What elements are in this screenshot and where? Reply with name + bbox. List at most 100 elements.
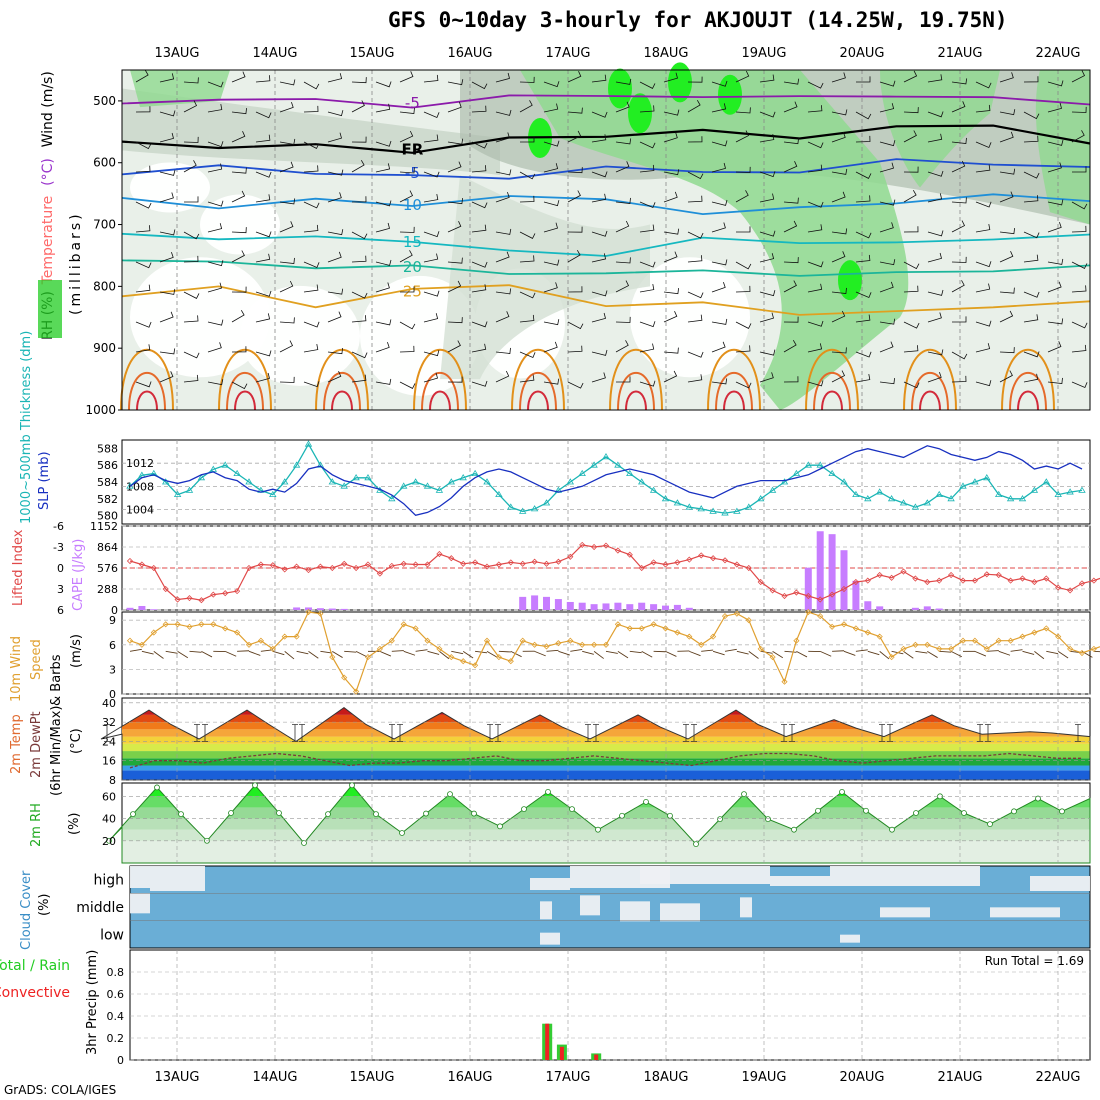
lifted-axis-label: Lifted Index bbox=[11, 529, 26, 606]
wind-speed-point bbox=[424, 637, 431, 644]
lifted-index-point bbox=[483, 563, 491, 570]
lifted-index-point bbox=[519, 560, 526, 567]
wind-speed-point bbox=[710, 633, 717, 640]
wind-barb bbox=[903, 107, 919, 114]
wind-speed-point bbox=[912, 641, 919, 648]
lifted-index-point bbox=[686, 556, 693, 563]
wind-barb bbox=[1047, 258, 1064, 265]
temp-tick-label: 16 bbox=[102, 755, 116, 768]
wind-barb bbox=[687, 76, 703, 83]
rh-tick-label: 40 bbox=[102, 813, 116, 826]
cloud-clear-patch bbox=[880, 907, 930, 918]
wind-barb bbox=[759, 290, 776, 297]
credit-label: GrADS: COLA/IGES bbox=[4, 1083, 117, 1097]
wind-barb bbox=[351, 255, 367, 263]
lifted-index-point bbox=[138, 561, 145, 568]
wind-barb bbox=[663, 288, 679, 295]
minmax-errorbar bbox=[202, 724, 208, 742]
thickness-point bbox=[518, 507, 527, 514]
wind-barb bbox=[567, 71, 582, 83]
lifted-index-point bbox=[460, 560, 467, 567]
thickness-point bbox=[352, 474, 360, 481]
thickness-point bbox=[828, 469, 836, 476]
wind-barb bbox=[207, 342, 222, 353]
temp-band bbox=[122, 729, 1090, 737]
wind-speed-point bbox=[245, 641, 253, 648]
lifted-ylabel: Lifted Index bbox=[11, 529, 26, 606]
wind-barb bbox=[856, 76, 871, 83]
wind-barb bbox=[735, 285, 751, 293]
wind-speed-point bbox=[1019, 633, 1026, 640]
wind-speed-point bbox=[614, 621, 621, 628]
isotherm-warm-contour bbox=[226, 371, 264, 411]
wind-barb bbox=[687, 351, 704, 358]
chart-title: GFS 0~10day 3-hourly for AKJOUJT (14.25W… bbox=[388, 8, 1008, 32]
thickness-point bbox=[983, 474, 991, 481]
wind-barb bbox=[591, 230, 608, 237]
lifted-index-point bbox=[198, 597, 205, 604]
thickness-point bbox=[637, 478, 646, 485]
wind-barb bbox=[615, 78, 632, 85]
lifted-index-point bbox=[995, 571, 1002, 579]
wind-barb bbox=[423, 194, 439, 203]
lifted-index-point bbox=[305, 567, 312, 574]
wind-barb bbox=[687, 171, 704, 180]
wind-barb bbox=[1047, 162, 1062, 173]
wind-barb bbox=[999, 251, 1014, 263]
wind-barb bbox=[783, 339, 797, 353]
thickness-point bbox=[1006, 495, 1015, 502]
wind-barb bbox=[231, 190, 246, 203]
lifted-index-point bbox=[245, 564, 253, 572]
wind-barb bbox=[951, 351, 968, 360]
thickness-tick-label: 588 bbox=[97, 442, 118, 455]
wind-barb bbox=[327, 348, 343, 355]
wind-barb bbox=[303, 201, 320, 209]
wind-barb bbox=[783, 257, 799, 264]
cape-bar bbox=[876, 606, 884, 610]
wind-barb bbox=[379, 650, 392, 657]
wind-barb bbox=[879, 140, 896, 147]
thickness-point bbox=[745, 503, 753, 510]
lifted-index-point bbox=[388, 562, 395, 569]
thickness-panel-frame bbox=[121, 439, 1091, 525]
lifted-index-point bbox=[424, 561, 431, 568]
thickness-point bbox=[697, 505, 705, 512]
wind-barb bbox=[639, 224, 655, 233]
wind-barb bbox=[951, 137, 967, 144]
cape-bar bbox=[531, 595, 539, 610]
wind-barb bbox=[570, 649, 583, 652]
wind-barb bbox=[855, 254, 871, 263]
wind-barb bbox=[207, 260, 224, 267]
wind-barb bbox=[879, 103, 895, 113]
wind-barb bbox=[183, 315, 199, 323]
wind-barb bbox=[237, 650, 250, 652]
wind-barb bbox=[950, 650, 963, 658]
thickness-tick-label: 580 bbox=[97, 510, 118, 523]
lifted-index-point bbox=[555, 558, 562, 565]
wind-barb bbox=[831, 251, 846, 263]
wind-barb bbox=[303, 165, 319, 173]
wind-barb bbox=[999, 131, 1014, 143]
wind-barb bbox=[951, 256, 967, 263]
lifted-index-point bbox=[650, 559, 657, 566]
isotherm-warm-contour bbox=[519, 371, 557, 411]
wind-barb bbox=[231, 309, 245, 323]
rh-point bbox=[987, 821, 993, 828]
wind-barb bbox=[495, 169, 512, 176]
thickness-point bbox=[197, 474, 206, 481]
wind-speed-point bbox=[400, 621, 407, 628]
wind-barb bbox=[423, 74, 439, 83]
wind-ylabel: & Barbs bbox=[49, 654, 64, 706]
wind-barb bbox=[711, 259, 728, 266]
wind-speed-point bbox=[936, 645, 943, 652]
wind-barb bbox=[927, 312, 942, 323]
wind-speed-point bbox=[543, 643, 550, 650]
wind-barb bbox=[183, 351, 200, 359]
wind-barb bbox=[135, 225, 151, 233]
wind-barb bbox=[975, 380, 992, 387]
wind-barb bbox=[399, 345, 415, 353]
lifted-index-point bbox=[1019, 575, 1026, 582]
cape-bar bbox=[650, 604, 658, 610]
thickness-point bbox=[399, 482, 408, 489]
pressure-tick-label: 1000 bbox=[85, 403, 116, 417]
